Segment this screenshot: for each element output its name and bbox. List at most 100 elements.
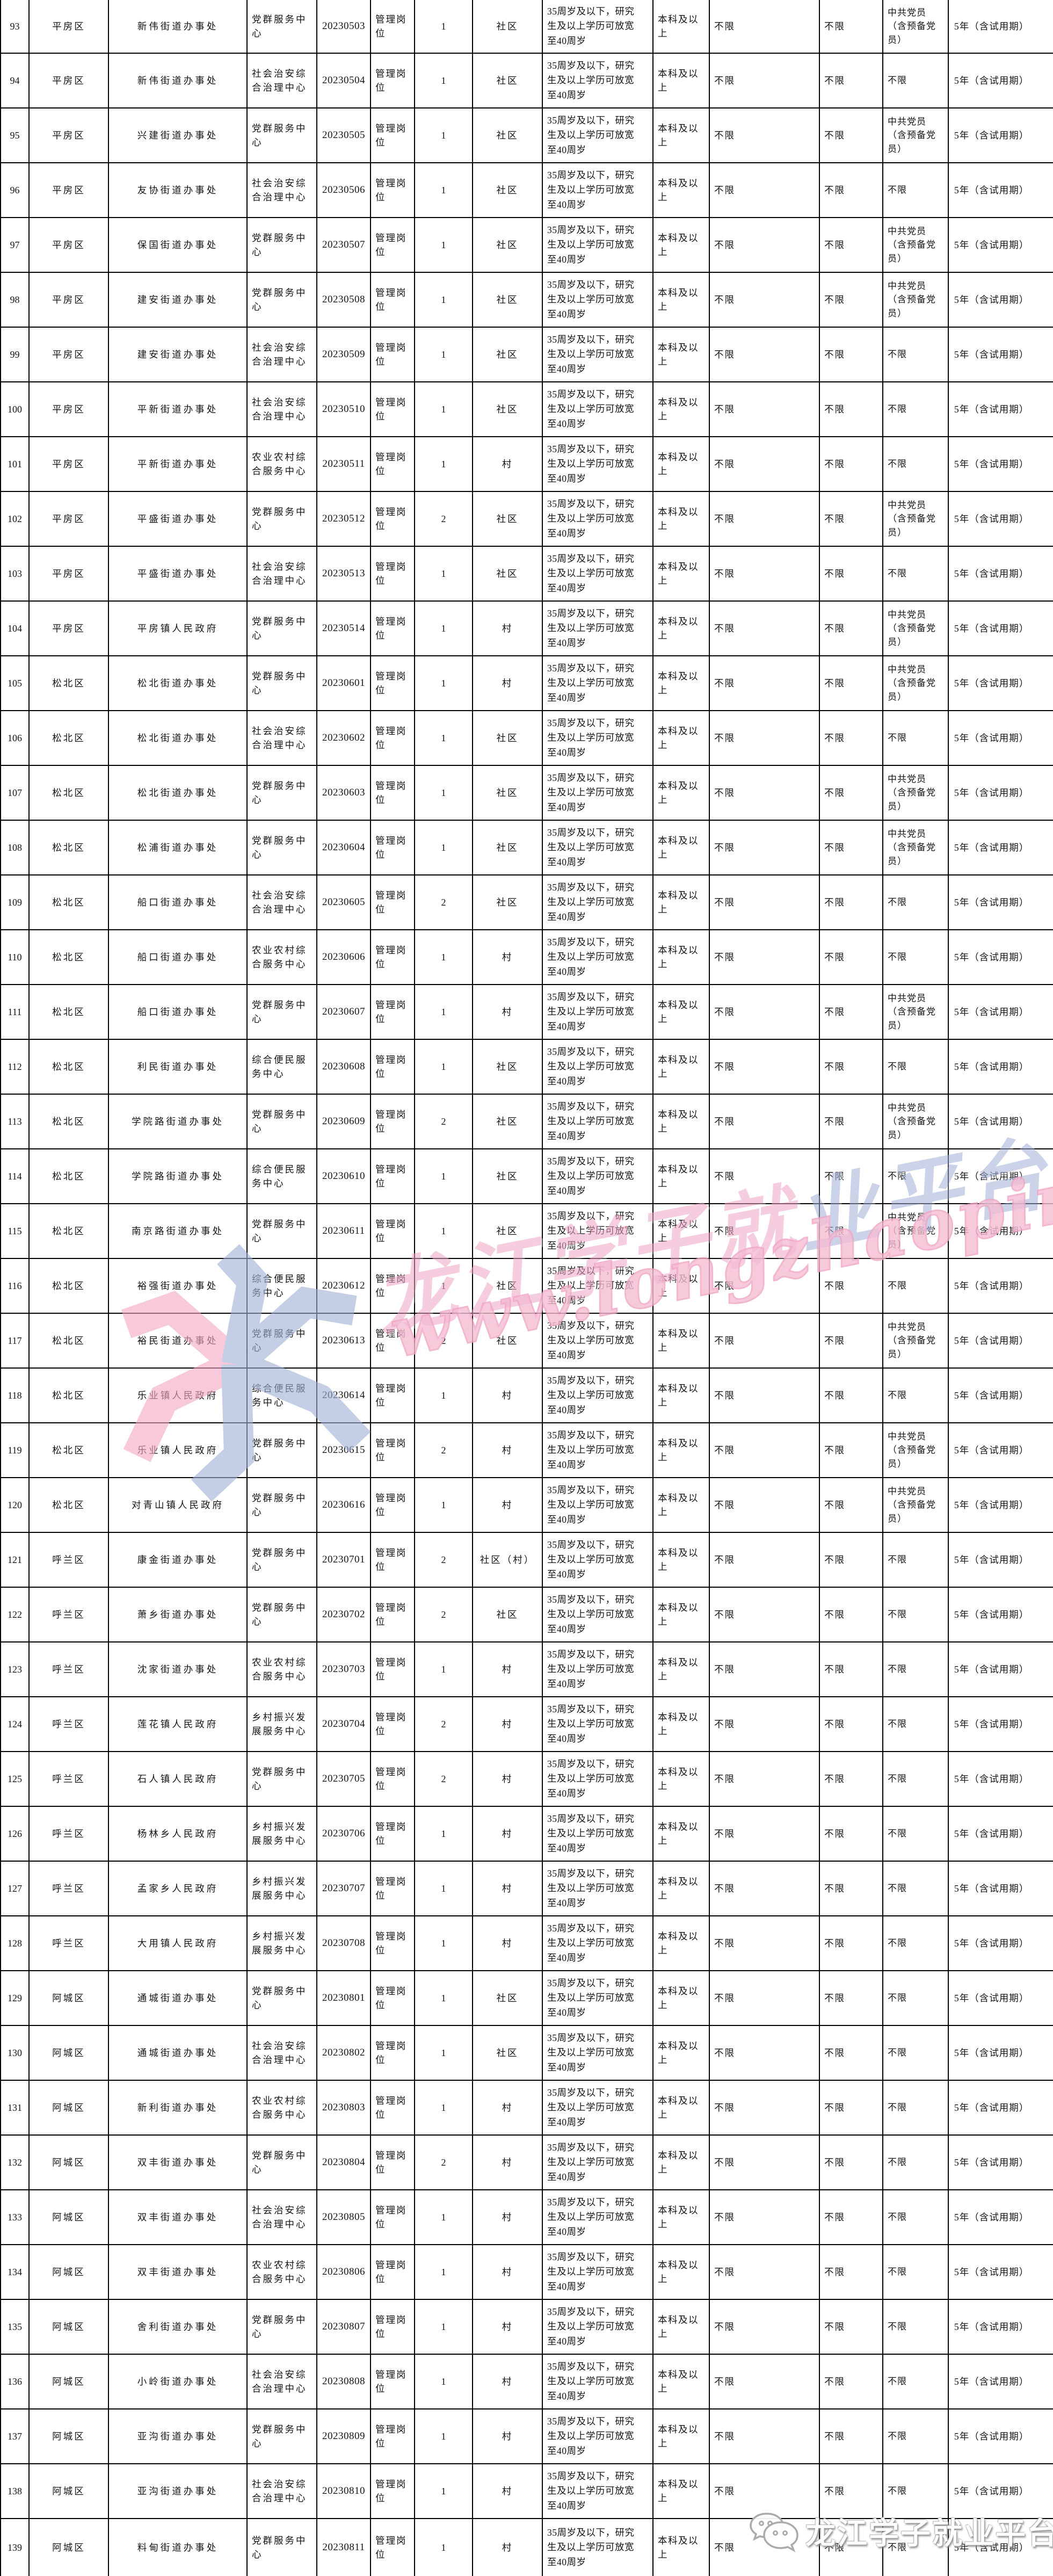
district: 阿城区 — [30, 2190, 109, 2245]
row-number: 117 — [1, 1314, 30, 1369]
education-requirement: 本科及以 上 — [653, 656, 710, 711]
major-requirement: 不限 — [710, 1095, 820, 1149]
political-status: 中共党员 （含预备党 员） — [883, 656, 949, 711]
political-status: 不限 — [883, 1369, 949, 1423]
position-type: 管理岗 位 — [371, 821, 415, 875]
row-number: 129 — [1, 1971, 30, 2026]
position-code: 20230615 — [317, 1423, 371, 1478]
position-code: 20230708 — [317, 1916, 371, 1971]
position-type: 管理岗 位 — [371, 930, 415, 985]
position-code: 20230704 — [317, 1697, 371, 1752]
political-status: 不限 — [883, 2409, 949, 2464]
position-type: 管理岗 位 — [371, 2245, 415, 2300]
age-requirement: 35周岁及以下，研究 生及以上学历可放宽 至40周岁 — [543, 2355, 653, 2409]
education-requirement: 本科及以 上 — [653, 711, 710, 766]
district: 阿城区 — [30, 1971, 109, 2026]
position-type: 管理岗 位 — [371, 437, 415, 492]
row-number: 104 — [1, 602, 30, 656]
department: 党群服务中 心 — [248, 766, 317, 821]
political-status: 不限 — [883, 2081, 949, 2136]
department: 综合便民服 务中心 — [248, 1149, 317, 1204]
district: 呼兰区 — [30, 1807, 109, 1862]
age-requirement: 35周岁及以下，研究 生及以上学历可放宽 至40周岁 — [543, 108, 653, 163]
age-requirement: 35周岁及以下，研究 生及以上学历可放宽 至40周岁 — [543, 1095, 653, 1149]
department: 党群服务中 心 — [248, 821, 317, 875]
headcount: 2 — [415, 492, 473, 547]
headcount: 1 — [415, 328, 473, 382]
political-status: 不限 — [883, 1040, 949, 1095]
age-requirement: 35周岁及以下，研究 生及以上学历可放宽 至40周岁 — [543, 2136, 653, 2190]
major-requirement: 不限 — [710, 1697, 820, 1752]
department: 党群服务中 心 — [248, 108, 317, 163]
headcount: 1 — [415, 547, 473, 602]
position-code: 20230810 — [317, 2464, 371, 2519]
row-number: 96 — [1, 163, 30, 218]
row-number: 132 — [1, 2136, 30, 2190]
headcount: 1 — [415, 985, 473, 1040]
position-type: 管理岗 位 — [371, 1040, 415, 1095]
service-period: 5年（含试用期） — [949, 2245, 1053, 2300]
position-code: 20230610 — [317, 1149, 371, 1204]
row-number: 133 — [1, 2190, 30, 2245]
major-requirement: 不限 — [710, 1423, 820, 1478]
position-type: 管理岗 位 — [371, 328, 415, 382]
position-code: 20230611 — [317, 1204, 371, 1259]
district: 松北区 — [30, 1040, 109, 1095]
position-type: 管理岗 位 — [371, 1862, 415, 1916]
other-requirement: 不限 — [820, 1533, 883, 1588]
headcount: 1 — [415, 766, 473, 821]
other-requirement: 不限 — [820, 2245, 883, 2300]
unit-name: 建安街道办事处 — [109, 273, 248, 328]
service-period: 5年（含试用期） — [949, 930, 1053, 985]
district: 松北区 — [30, 930, 109, 985]
other-requirement: 不限 — [820, 1752, 883, 1807]
service-period: 5年（含试用期） — [949, 711, 1053, 766]
row-number: 113 — [1, 1095, 30, 1149]
department: 农业农村综 合服务中心 — [248, 1642, 317, 1697]
row-number: 110 — [1, 930, 30, 985]
row-number: 127 — [1, 1862, 30, 1916]
other-requirement: 不限 — [820, 602, 883, 656]
position-code: 20230701 — [317, 1533, 371, 1588]
location-type: 村 — [473, 1752, 543, 1807]
other-requirement: 不限 — [820, 1259, 883, 1314]
unit-name: 乐业镇人民政府 — [109, 1423, 248, 1478]
age-requirement: 35周岁及以下，研究 生及以上学历可放宽 至40周岁 — [543, 547, 653, 602]
department: 党群服务中 心 — [248, 602, 317, 656]
unit-name: 友协街道办事处 — [109, 163, 248, 218]
row-number: 124 — [1, 1697, 30, 1752]
education-requirement: 本科及以 上 — [653, 1642, 710, 1697]
department: 党群服务中 心 — [248, 1095, 317, 1149]
education-requirement: 本科及以 上 — [653, 985, 710, 1040]
headcount: 1 — [415, 602, 473, 656]
position-type: 管理岗 位 — [371, 2300, 415, 2355]
row-number: 125 — [1, 1752, 30, 1807]
other-requirement: 不限 — [820, 1149, 883, 1204]
major-requirement: 不限 — [710, 821, 820, 875]
department: 党群服务中 心 — [248, 2519, 317, 2576]
position-type: 管理岗 位 — [371, 2190, 415, 2245]
age-requirement: 35周岁及以下，研究 生及以上学历可放宽 至40周岁 — [543, 1369, 653, 1423]
service-period: 5年（含试用期） — [949, 875, 1053, 930]
unit-name: 对青山镇人民政府 — [109, 1478, 248, 1533]
department: 社会治安综 合治理中心 — [248, 328, 317, 382]
service-period: 5年（含试用期） — [949, 1369, 1053, 1423]
row-number: 93 — [1, 0, 30, 54]
unit-name: 裕强街道办事处 — [109, 1259, 248, 1314]
political-status: 中共党员 （含预备党 员） — [883, 1478, 949, 1533]
unit-name: 建安街道办事处 — [109, 328, 248, 382]
political-status: 不限 — [883, 54, 949, 108]
unit-name: 松北街道办事处 — [109, 711, 248, 766]
district: 松北区 — [30, 1423, 109, 1478]
age-requirement: 35周岁及以下，研究 生及以上学历可放宽 至40周岁 — [543, 1916, 653, 1971]
age-requirement: 35周岁及以下，研究 生及以上学历可放宽 至40周岁 — [543, 2190, 653, 2245]
unit-name: 莲花镇人民政府 — [109, 1697, 248, 1752]
age-requirement: 35周岁及以下，研究 生及以上学历可放宽 至40周岁 — [543, 985, 653, 1040]
headcount: 1 — [415, 656, 473, 711]
district: 阿城区 — [30, 2081, 109, 2136]
headcount: 1 — [415, 1916, 473, 1971]
headcount: 1 — [415, 273, 473, 328]
age-requirement: 35周岁及以下，研究 生及以上学历可放宽 至40周岁 — [543, 437, 653, 492]
age-requirement: 35周岁及以下，研究 生及以上学历可放宽 至40周岁 — [543, 2464, 653, 2519]
unit-name: 学院路街道办事处 — [109, 1095, 248, 1149]
